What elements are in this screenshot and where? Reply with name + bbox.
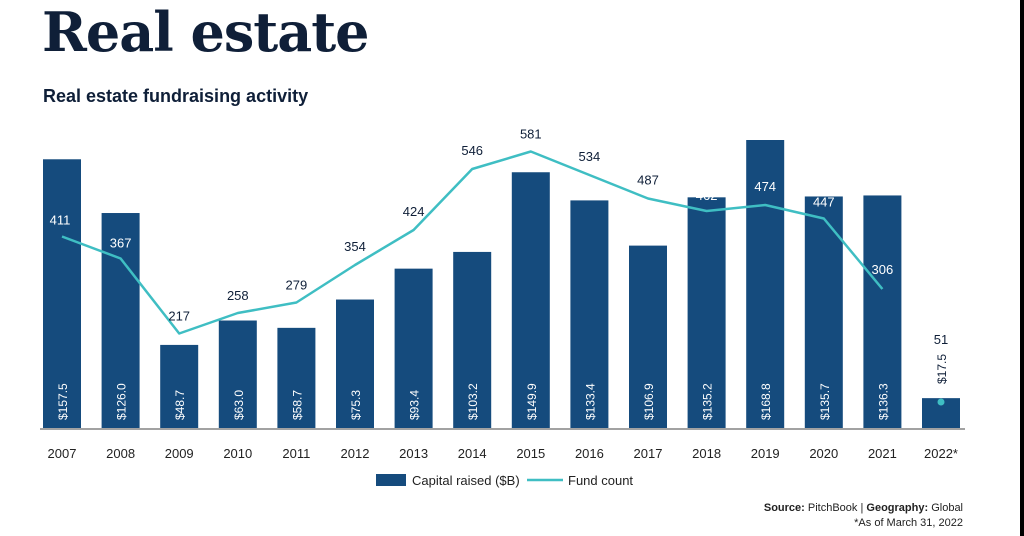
bar-value-label: $135.2 bbox=[701, 383, 715, 420]
legend-label-capital: Capital raised ($B) bbox=[412, 473, 520, 488]
x-tick-label: 2010 bbox=[223, 446, 252, 461]
bar-2021 bbox=[863, 195, 902, 428]
bar-2007 bbox=[43, 159, 81, 429]
x-tick-label: 2015 bbox=[516, 446, 545, 461]
bar-value-label: $135.7 bbox=[818, 383, 832, 420]
bar-2013 bbox=[394, 268, 433, 428]
bar-2019 bbox=[746, 140, 785, 428]
bar-2018 bbox=[687, 197, 726, 428]
x-tick-label: 2007 bbox=[48, 446, 77, 461]
bar-2015 bbox=[511, 172, 550, 428]
bar-value-label: $133.4 bbox=[583, 383, 597, 420]
x-tick-label: 2011 bbox=[282, 446, 310, 461]
bar-value-label: $157.5 bbox=[56, 383, 70, 420]
window-edge bbox=[1020, 0, 1024, 536]
page-heading: Real estate bbox=[42, 0, 370, 64]
bar-value-label: $58.7 bbox=[290, 390, 304, 420]
bar-value-label: $103.2 bbox=[466, 383, 480, 420]
x-tick-label: 2019 bbox=[751, 446, 780, 461]
bar-2014 bbox=[453, 251, 492, 428]
fund-count-label: 581 bbox=[520, 127, 542, 142]
source-label: Source: bbox=[763, 502, 805, 514]
x-tick-label: 2008 bbox=[106, 446, 135, 461]
bar-2011 bbox=[277, 327, 316, 428]
fund-count-label: 217 bbox=[168, 309, 190, 324]
bar-value-label: $106.9 bbox=[642, 383, 656, 420]
bar-value-label: $149.9 bbox=[525, 383, 539, 420]
footnote: *As of March 31, 2022 bbox=[854, 517, 963, 529]
bar-value-label: $126.0 bbox=[115, 383, 129, 420]
x-tick-label: 2009 bbox=[165, 446, 194, 461]
bar-2016 bbox=[570, 200, 609, 428]
fund-count-label: 534 bbox=[579, 149, 601, 164]
x-tick-label: 2014 bbox=[458, 446, 487, 461]
fund-count-label: 447 bbox=[813, 195, 835, 210]
bar-value-label: $136.3 bbox=[876, 383, 890, 420]
fund-count-label: 367 bbox=[110, 236, 132, 251]
bar-2010 bbox=[218, 320, 257, 428]
x-tick-label: 2012 bbox=[341, 446, 370, 461]
fund-count-label: 487 bbox=[637, 173, 659, 188]
x-tick-label: 2016 bbox=[575, 446, 604, 461]
fund-count-label: 546 bbox=[461, 143, 483, 158]
fund-count-label: 51 bbox=[934, 332, 948, 347]
source-separator: | bbox=[860, 502, 864, 514]
bar-2008 bbox=[101, 213, 140, 428]
legend-label-fundcount: Fund count bbox=[568, 473, 633, 488]
x-tick-label: 2020 bbox=[809, 446, 838, 461]
fund-count-label: 258 bbox=[227, 288, 249, 303]
fund-count-label: 424 bbox=[403, 204, 425, 219]
fund-count-label: 354 bbox=[344, 239, 366, 254]
x-tick-label: 2013 bbox=[399, 446, 428, 461]
bar-2009 bbox=[160, 344, 199, 428]
fund-count-label: 474 bbox=[754, 179, 776, 194]
bar-value-label: $93.4 bbox=[408, 390, 422, 420]
fund-count-label: 411 bbox=[50, 213, 71, 228]
legend-swatch-capital bbox=[376, 474, 406, 486]
fundraising-chart: $157.5 $126.0 $48.7 $63.0 $58.7 $75.3 $93.4 $10… bbox=[40, 127, 965, 488]
fund-count-label: 462 bbox=[696, 188, 718, 203]
bar-value-label: $75.3 bbox=[349, 390, 363, 420]
x-tick-label: 2018 bbox=[692, 446, 721, 461]
bar-value-label: $63.0 bbox=[232, 390, 246, 420]
x-tick-label: 2022* bbox=[924, 446, 958, 461]
bar-2012 bbox=[336, 299, 374, 428]
bar-value-label: $168.8 bbox=[759, 383, 773, 420]
fund-count-label: 279 bbox=[286, 278, 308, 293]
x-tick-label: 2017 bbox=[634, 446, 663, 461]
geography-label: Geography: bbox=[866, 502, 929, 514]
source-note: Source: PitchBook | Geography: Global bbox=[764, 502, 963, 514]
bar-value-label: $48.7 bbox=[173, 390, 187, 420]
geography-value: Global bbox=[931, 502, 963, 514]
fund-count-line bbox=[61, 150, 884, 335]
x-tick-label: 2021 bbox=[868, 446, 897, 461]
bar-value-label: $17.5 bbox=[935, 354, 949, 384]
fund-count-label: 306 bbox=[872, 262, 894, 277]
source-value: PitchBook bbox=[807, 502, 858, 514]
fund-count-point-2022 bbox=[937, 398, 945, 406]
chart-title: Real estate fundraising activity bbox=[43, 86, 309, 106]
bar-2017 bbox=[629, 245, 667, 428]
